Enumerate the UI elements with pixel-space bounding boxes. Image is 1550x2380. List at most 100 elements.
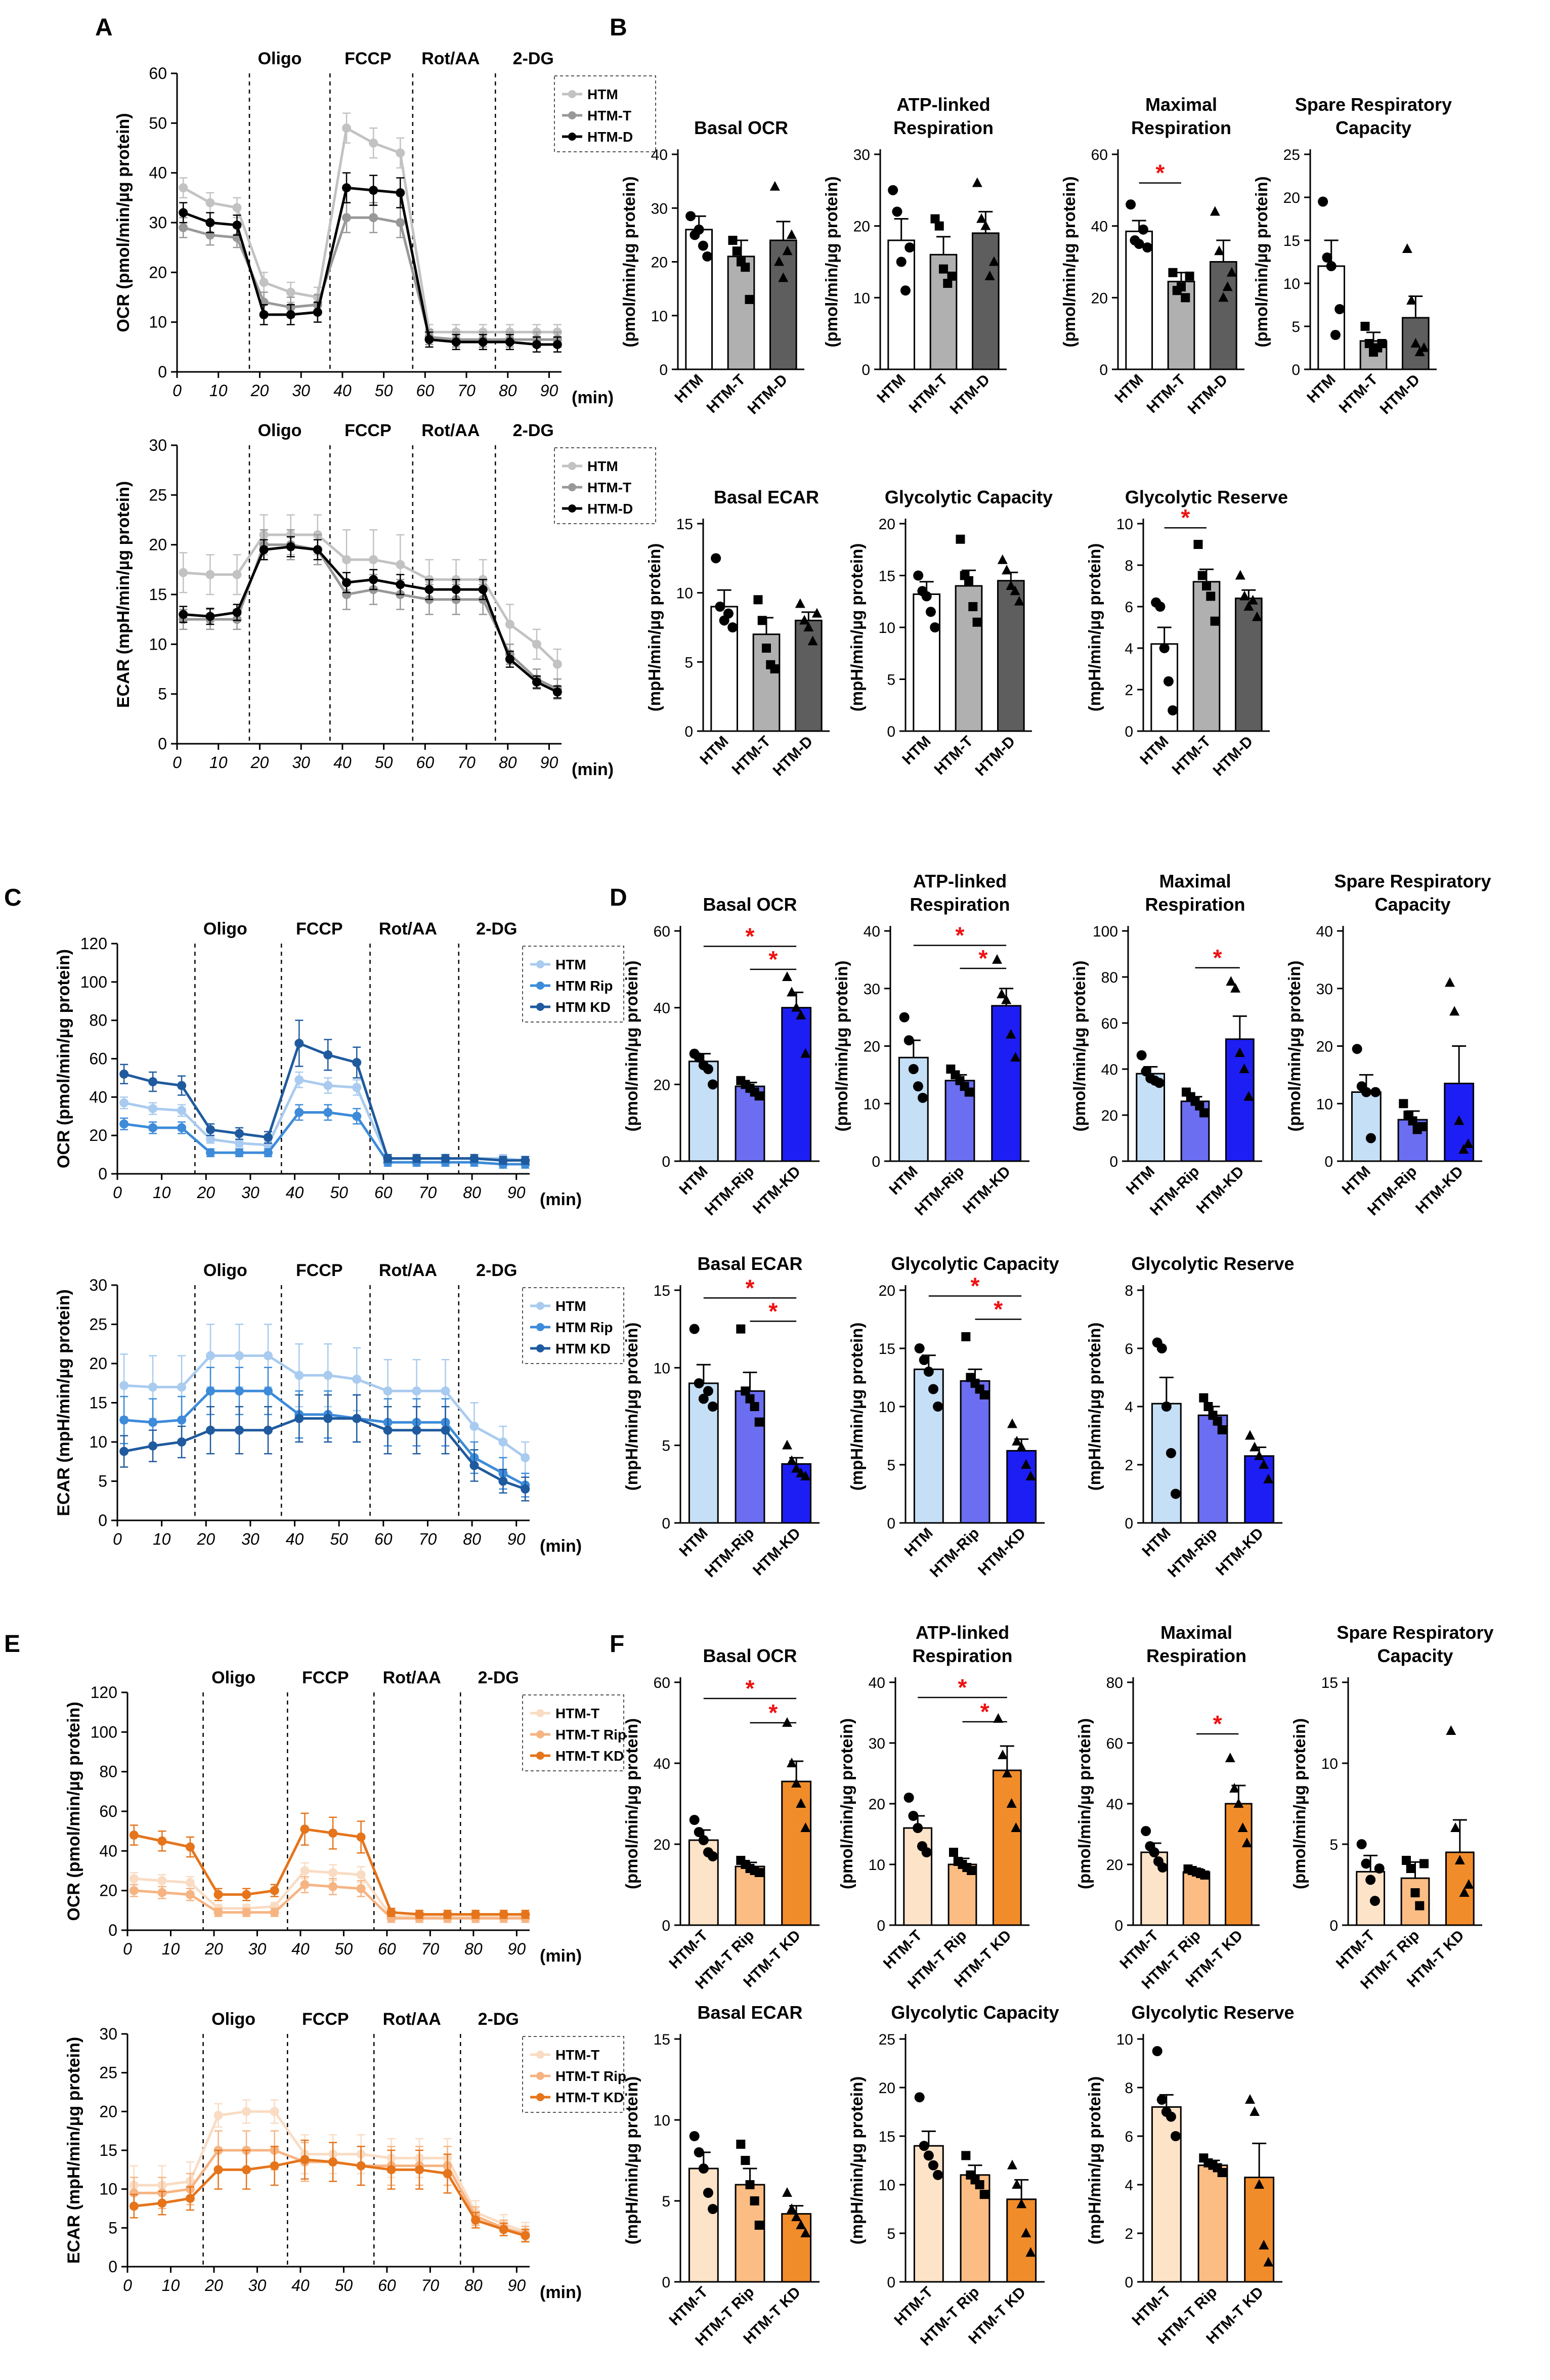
category-label: HTM-T — [880, 1927, 925, 1972]
legend-marker — [536, 1730, 544, 1738]
category-label: HTM-T — [1333, 1927, 1378, 1972]
data-point — [800, 2228, 811, 2237]
data-point — [698, 1835, 709, 1845]
bar-chart-B-basal-ocr: 0 10 20 30 40 (pmol/min/µg protein) Basal OCR H… — [620, 117, 804, 417]
significance-star: * — [746, 923, 755, 949]
y-tick-label: 20 — [869, 1796, 885, 1813]
x-axis-unit: (min) — [540, 1190, 582, 1209]
x-tick-label: 40 — [286, 1530, 304, 1548]
bar — [972, 232, 1000, 370]
data-point — [961, 2151, 971, 2160]
series-line — [123, 1041, 526, 1162]
chart-title: Respiration — [912, 1645, 1012, 1666]
legend-label: HTM KD — [555, 1341, 611, 1356]
data-point — [1200, 1871, 1210, 1880]
x-tick-label: 80 — [499, 381, 517, 400]
data-point — [1418, 342, 1429, 352]
data-point — [1016, 1441, 1027, 1452]
data-point — [892, 206, 902, 217]
y-tick-label: 15 — [1321, 1675, 1338, 1691]
data-point — [685, 211, 696, 222]
data-point — [286, 542, 295, 551]
legend-label: HTM-D — [587, 129, 633, 145]
data-point — [234, 1351, 244, 1361]
y-tick-label: 100 — [91, 1723, 117, 1741]
significance-star: * — [1213, 1711, 1222, 1737]
y-tick-label: 60 — [99, 1802, 117, 1820]
data-point — [300, 2155, 310, 2164]
data-point — [1011, 1822, 1021, 1832]
significance-star: * — [994, 1296, 1003, 1323]
data-point — [499, 1909, 508, 1919]
y-tick-label: 20 — [1091, 290, 1108, 307]
x-tick-label: 20 — [196, 1183, 215, 1202]
data-point — [259, 545, 269, 555]
data-point — [949, 1848, 958, 1857]
category-label: HTM-D — [947, 371, 994, 418]
data-point — [119, 1415, 129, 1425]
y-tick-label: 10 — [879, 620, 895, 636]
y-tick-label: 4 — [1125, 2177, 1133, 2194]
data-point — [1159, 643, 1170, 653]
chart-title: Glycolytic Capacity — [891, 1253, 1059, 1274]
line-chart-e-ocr: 0 20 40 60 80 100 120 0 10 20 30 40 50 60 70 80 90 (min) O… — [64, 1668, 626, 1966]
data-point — [234, 1148, 244, 1158]
data-point — [1002, 1768, 1012, 1777]
x-tick-label: 80 — [463, 1530, 481, 1548]
data-point — [1168, 268, 1178, 277]
data-point — [800, 1822, 811, 1832]
data-point — [286, 310, 295, 319]
legend-marker — [536, 2093, 544, 2101]
y-tick-label: 0 — [662, 1918, 670, 1934]
data-point — [787, 2203, 797, 2213]
data-point — [1166, 1448, 1176, 1458]
data-point — [1171, 2131, 1181, 2141]
data-point — [1410, 1888, 1420, 1897]
x-tick-label: 0 — [173, 381, 182, 400]
category-label: HTM — [901, 1525, 936, 1560]
data-point — [1006, 1798, 1017, 1808]
data-point — [177, 1382, 187, 1392]
bar — [727, 256, 755, 370]
data-point — [234, 1129, 244, 1138]
data-point — [205, 218, 215, 227]
data-point — [157, 2198, 167, 2208]
y-tick-label: 10 — [1116, 516, 1133, 533]
injection-label: 2-DG — [478, 2010, 519, 2029]
bar-chart-B-atp: 0 10 20 30 (pmol/min/µg protein) ATP-linkedRe… — [822, 94, 1007, 417]
y-tick-label: 0 — [1109, 1154, 1118, 1170]
category-label: HTM-KD — [750, 1525, 804, 1579]
data-point — [930, 622, 940, 632]
data-point — [732, 246, 742, 256]
y-tick-label: 8 — [1125, 2080, 1133, 2097]
data-point — [694, 1827, 704, 1837]
data-point — [352, 1375, 362, 1384]
category-label: HTM-D — [972, 733, 1019, 780]
x-tick-label: 10 — [162, 1940, 180, 1958]
y-axis-label: (pmol/min/µg protein) — [620, 177, 638, 348]
x-tick-label: 80 — [464, 1940, 483, 1958]
data-point — [478, 585, 488, 594]
data-point — [998, 1750, 1008, 1759]
data-point — [1161, 1401, 1172, 1412]
data-point — [972, 177, 982, 187]
data-point — [1210, 616, 1220, 626]
data-point — [213, 1890, 223, 1899]
data-point — [782, 245, 793, 256]
data-point — [921, 591, 932, 602]
data-point — [119, 1098, 129, 1108]
data-point — [263, 1148, 273, 1158]
category-label: HTM-Rip — [1165, 1525, 1221, 1581]
data-point — [979, 1390, 989, 1399]
data-point — [1126, 199, 1136, 210]
x-tick-label: 30 — [248, 1940, 267, 1958]
x-tick-label: 10 — [209, 381, 228, 400]
data-point — [424, 585, 434, 594]
y-tick-label: 0 — [1329, 1918, 1338, 1934]
bar-chart-F-glyco-res: 0 2 4 6 8 10 (mpH/min/µg protein) Glycolytic Re… — [1085, 2002, 1295, 2349]
y-tick-label: 10 — [654, 2112, 670, 2129]
data-point — [286, 287, 295, 297]
x-tick-label: 90 — [507, 1530, 526, 1548]
y-tick-label: 20 — [879, 516, 895, 533]
